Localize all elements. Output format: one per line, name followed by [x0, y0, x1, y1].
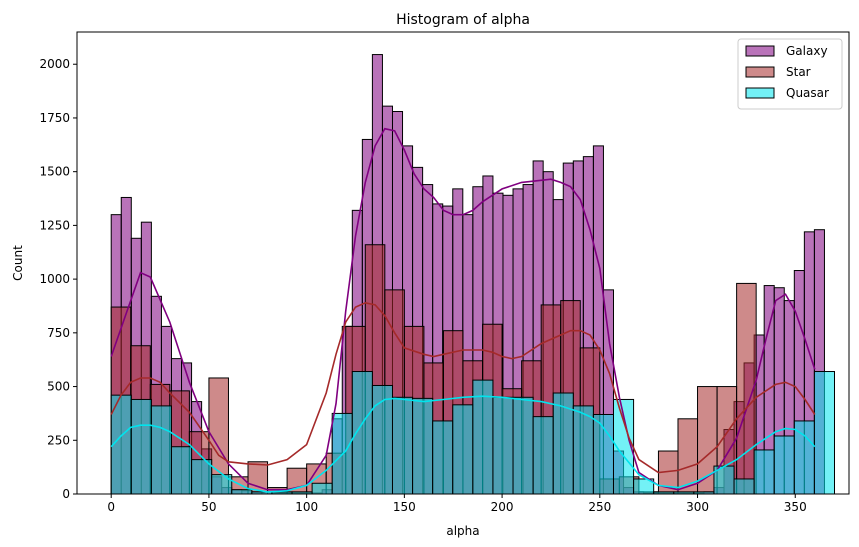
plot-frame: [76, 31, 850, 495]
y-tick-label: 750: [47, 326, 70, 340]
x-axis: 0 50 100 150 200 250 300 350: [107, 494, 807, 514]
quasar-bar: [592, 413, 614, 495]
quasar-bar: [733, 478, 755, 495]
quasar-bar: [773, 435, 795, 495]
y-tick-label: 1250: [39, 218, 70, 232]
kde-layer: [110, 127, 816, 493]
quasar-bar: [130, 398, 152, 495]
y-tick-label: 1750: [39, 111, 70, 125]
quasar-bar: [231, 489, 253, 495]
quasar-bar: [170, 446, 193, 495]
y-axis-label: Count: [11, 245, 25, 281]
quasar-bar: [552, 392, 574, 495]
quasar-bar: [512, 396, 534, 495]
y-tick-label: 1000: [39, 272, 70, 286]
quasar-bar: [391, 396, 414, 495]
legend: Galaxy Star Quasar: [737, 38, 843, 110]
quasar-bar: [753, 449, 775, 495]
star-legend-swatch: [745, 66, 775, 78]
quasar-bar: [532, 416, 554, 495]
y-tick-label: 250: [47, 433, 70, 447]
quasar-bar: [813, 371, 835, 495]
x-tick-label: 250: [588, 500, 611, 514]
x-tick-label: 350: [784, 500, 807, 514]
galaxy-legend-label: Galaxy: [786, 44, 828, 58]
quasar-bar: [191, 459, 213, 495]
quasar-bar: [793, 420, 815, 495]
quasar-legend-swatch: [745, 87, 775, 99]
quasar-legend-label: Quasar: [786, 86, 829, 100]
quasar-bar: [432, 420, 454, 495]
y-axis: 0 250 500 750 1000 1250 1500 1750 2000: [39, 57, 77, 501]
x-tick-label: 150: [393, 500, 416, 514]
star-legend-label: Star: [786, 65, 811, 79]
y-tick-label: 500: [47, 380, 70, 394]
bars-layer: [110, 54, 835, 495]
quasar-bar: [311, 482, 333, 495]
x-tick-label: 0: [107, 500, 115, 514]
quasar-bar: [211, 474, 233, 495]
quasar-bar: [452, 404, 474, 495]
x-tick-label: 300: [686, 500, 709, 514]
quasar-kde-line: [110, 395, 816, 493]
quasar-bar: [492, 396, 514, 495]
galaxy-legend-swatch: [745, 45, 775, 57]
y-tick-label: 0: [62, 487, 70, 501]
x-axis-label: alpha: [446, 524, 479, 538]
quasar-bar: [150, 405, 172, 495]
y-tick-label: 1500: [39, 165, 70, 179]
star-kde-line: [110, 301, 816, 474]
quasar-bar: [572, 405, 594, 495]
quasar-bar: [412, 397, 434, 495]
chart-title: Histogram of alpha: [396, 12, 530, 28]
x-tick-label: 100: [295, 500, 318, 514]
y-tick-label: 2000: [39, 57, 70, 71]
x-tick-label: 50: [201, 500, 216, 514]
x-tick-label: 200: [491, 500, 514, 514]
galaxy-kde-line: [110, 127, 816, 491]
